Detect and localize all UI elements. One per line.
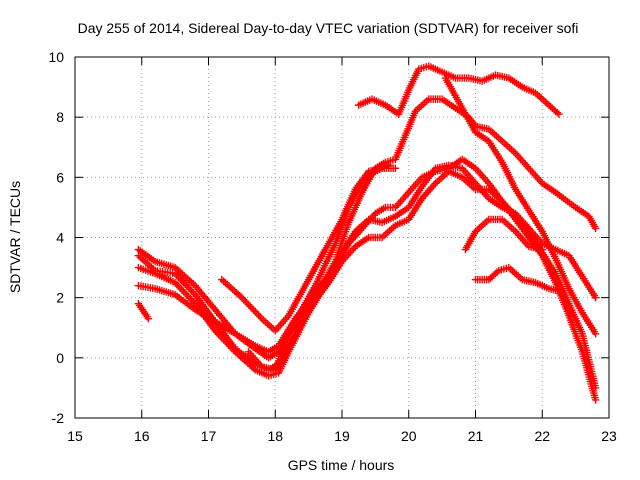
- data-point-marker: [144, 315, 153, 323]
- data-points: [134, 62, 600, 404]
- data-point-marker: [555, 110, 563, 118]
- data-point-marker: [558, 287, 566, 296]
- axis-ticks: 15 16 17 18 19 20 21 22 23 -2 0 2 4 6 8 10: [48, 49, 617, 444]
- y-tick-label: 4: [56, 230, 64, 246]
- data-point-marker: [538, 245, 546, 254]
- x-tick-label: 23: [601, 428, 617, 444]
- y-tick-label: 8: [56, 109, 64, 125]
- series-track-5: [134, 299, 153, 323]
- data-point-marker: [591, 293, 600, 302]
- x-tick-label: 16: [134, 428, 150, 444]
- x-tick-label: 22: [534, 428, 550, 444]
- x-tick-label: 15: [67, 428, 83, 444]
- y-tick-label: 0: [56, 350, 64, 366]
- series-track-3: [134, 161, 600, 380]
- y-tick-label: -2: [52, 410, 65, 426]
- data-point-marker: [591, 224, 600, 233]
- x-tick-label: 21: [468, 428, 484, 444]
- x-tick-label: 20: [401, 428, 417, 444]
- series-track-11: [471, 263, 566, 296]
- series-track-4: [134, 155, 600, 404]
- series-track-6: [218, 164, 400, 335]
- data-point-marker: [591, 396, 600, 404]
- chart-title: Day 255 of 2014, Sidereal Day-to-day VTE…: [78, 20, 579, 36]
- data-point-marker: [591, 330, 600, 338]
- y-tick-label: 6: [56, 169, 64, 185]
- data-point-marker: [391, 164, 400, 173]
- series-track-9: [441, 74, 600, 338]
- y-tick-label: 10: [48, 49, 64, 65]
- x-tick-label: 18: [267, 428, 283, 444]
- x-tick-label: 17: [201, 428, 217, 444]
- series-track-10: [461, 215, 546, 254]
- y-tick-label: 2: [56, 290, 64, 306]
- data-point-marker: [591, 384, 600, 392]
- x-tick-label: 19: [334, 428, 350, 444]
- x-axis-label: GPS time / hours: [288, 457, 395, 473]
- series-track-7: [244, 167, 600, 392]
- series-track-8: [354, 62, 563, 118]
- y-axis-label: SDTVAR / TECUs: [7, 181, 23, 293]
